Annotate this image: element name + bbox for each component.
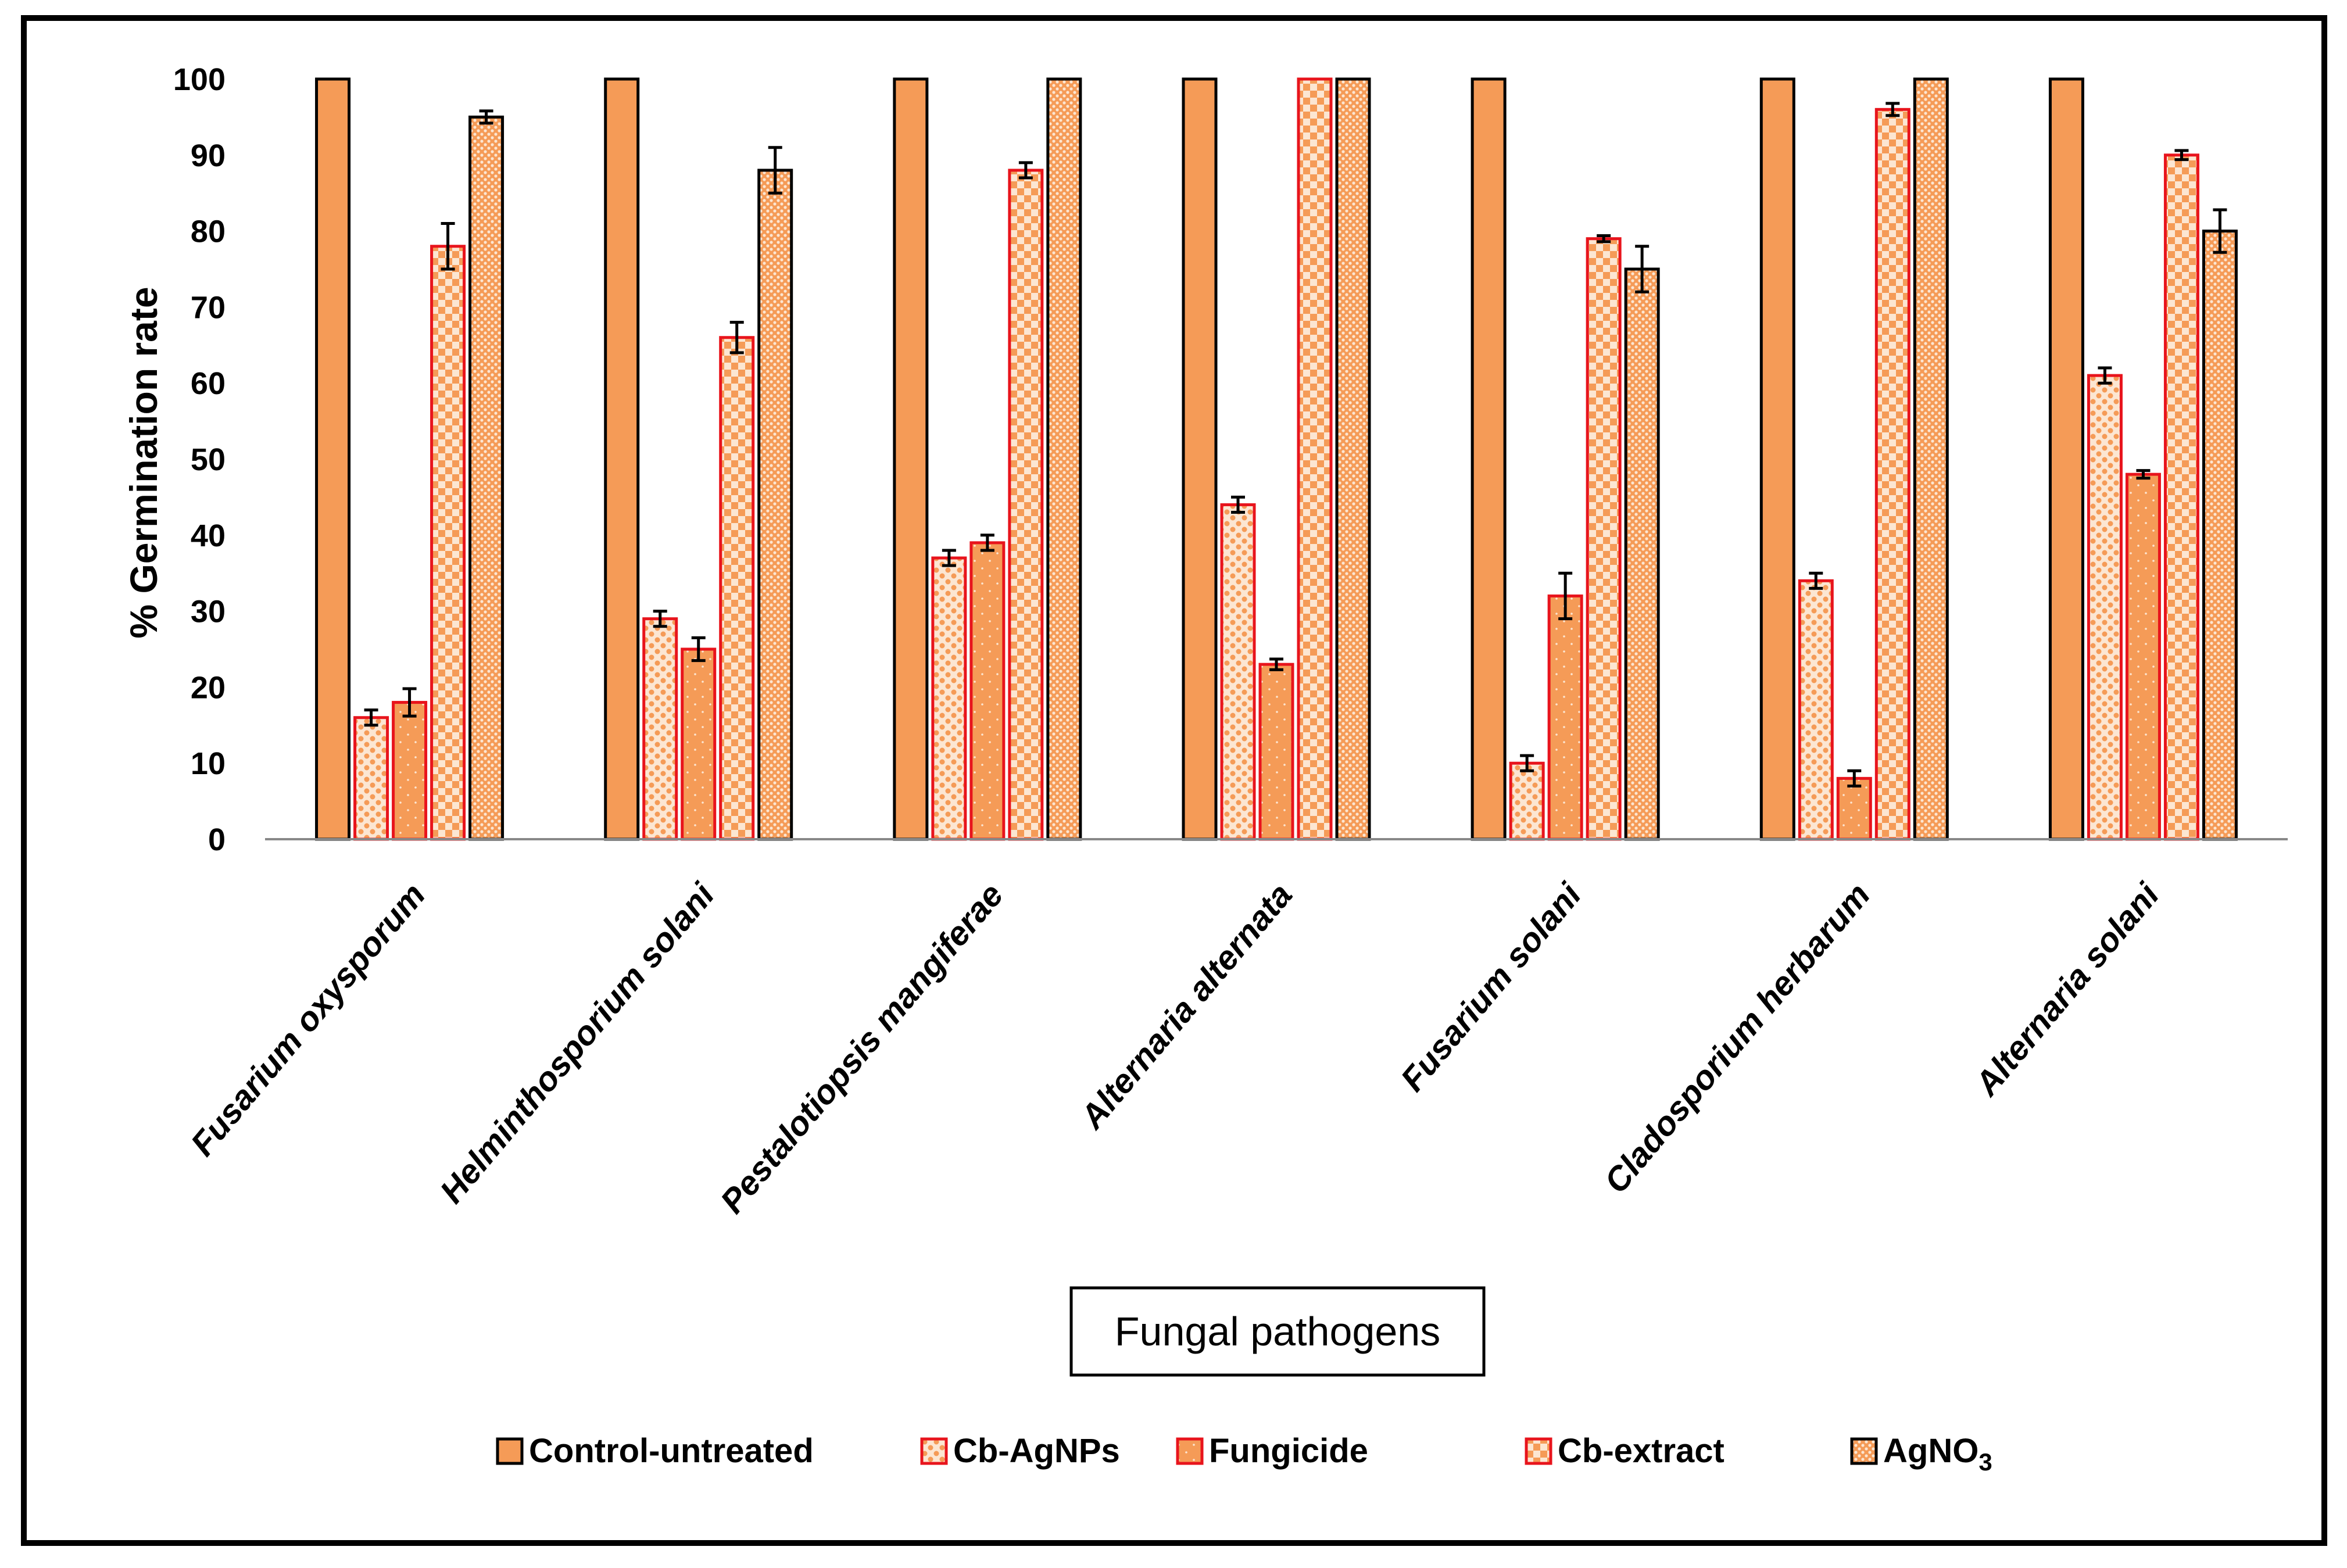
legend-item: Cb-AgNPs bbox=[920, 1432, 1120, 1470]
x-category-label: Helminthosporium solani bbox=[432, 875, 722, 1210]
bar bbox=[430, 245, 466, 841]
bar bbox=[1759, 77, 1795, 841]
y-tick-label: 30 bbox=[191, 595, 226, 629]
bar bbox=[1297, 77, 1333, 841]
legend-label: Control-untreated bbox=[529, 1432, 814, 1470]
y-tick-label: 10 bbox=[191, 746, 226, 781]
chart-frame: % Germination rate 0 10 20 30 40 50 60 70 80 90 10… bbox=[21, 15, 2327, 1546]
legend-swatch bbox=[496, 1437, 524, 1465]
bar bbox=[1335, 77, 1371, 841]
bar bbox=[1220, 503, 1256, 841]
bar bbox=[642, 617, 678, 841]
y-tick-label: 70 bbox=[191, 290, 226, 325]
error-bars bbox=[364, 102, 2227, 787]
bar bbox=[931, 556, 967, 841]
legend-swatch bbox=[920, 1437, 948, 1465]
y-tick-label: 90 bbox=[191, 138, 226, 173]
legend-item: Fungicide bbox=[1176, 1432, 1368, 1470]
x-category-label: Cladosporium herbarum bbox=[1597, 876, 1878, 1201]
bar bbox=[1008, 169, 1044, 841]
y-tick-label: 0 bbox=[208, 822, 226, 857]
bar bbox=[1913, 77, 1949, 841]
bar bbox=[969, 541, 1006, 841]
bar bbox=[1798, 579, 1834, 841]
bars bbox=[315, 77, 2238, 841]
bar bbox=[1624, 267, 1660, 841]
bar bbox=[757, 169, 793, 841]
bar bbox=[2202, 230, 2238, 841]
x-category-label: Alternaria solani bbox=[1967, 875, 2167, 1104]
bar bbox=[2125, 472, 2161, 841]
legend-label: Cb-extract bbox=[1558, 1432, 1725, 1470]
y-axis-title: % Germination rate bbox=[122, 287, 165, 638]
y-tick-label: 40 bbox=[191, 518, 226, 553]
bar bbox=[1258, 663, 1294, 841]
y-tick-label: 100 bbox=[173, 62, 226, 97]
bar bbox=[719, 336, 755, 841]
bar bbox=[604, 77, 640, 841]
y-tick-label: 20 bbox=[191, 670, 226, 705]
bar bbox=[1182, 77, 1218, 841]
bar bbox=[1509, 761, 1545, 841]
x-category-label: Pestalotiopsis mangiferae bbox=[713, 876, 1011, 1220]
legend-label: Cb-AgNPs bbox=[953, 1432, 1120, 1470]
bar bbox=[1586, 237, 1622, 841]
x-axis-title-box bbox=[1069, 1286, 1486, 1377]
legend-item: Cb-extract bbox=[1525, 1432, 1725, 1470]
bar bbox=[1836, 776, 1872, 841]
legend: Control-untreated Cb-AgNPs Fungicide Cb-ext… bbox=[496, 1432, 1992, 1476]
bar bbox=[681, 647, 717, 841]
x-category-label: Alternaria alternata bbox=[1072, 876, 1300, 1137]
bar bbox=[893, 77, 929, 841]
x-category-label: Fusarium solani bbox=[1393, 875, 1589, 1098]
bar bbox=[2087, 374, 2123, 841]
x-category-label: Fusarium oxysporum bbox=[184, 876, 433, 1164]
y-tick-label: 60 bbox=[191, 366, 226, 401]
y-tick-label: 80 bbox=[191, 214, 226, 249]
bar bbox=[1046, 77, 1082, 841]
y-axis-ticks: 0 10 20 30 40 50 60 70 80 90 100 bbox=[173, 62, 226, 857]
bar bbox=[1547, 594, 1583, 841]
legend-swatch bbox=[1525, 1437, 1552, 1465]
x-axis-title: Fungal pathogens bbox=[1115, 1309, 1440, 1354]
bar bbox=[2163, 153, 2199, 841]
legend-swatch bbox=[1850, 1437, 1878, 1465]
x-axis-categories: Fusarium oxysporum Helminthosporium solan… bbox=[184, 875, 2167, 1220]
bar bbox=[353, 716, 389, 841]
bar bbox=[2048, 77, 2084, 841]
bar bbox=[468, 115, 505, 841]
bar bbox=[1471, 77, 1507, 841]
legend-item: AgNO3 bbox=[1850, 1432, 1992, 1476]
legend-swatch bbox=[1176, 1437, 1204, 1465]
bar bbox=[1874, 108, 1910, 841]
legend-label: Fungicide bbox=[1209, 1432, 1368, 1470]
y-tick-label: 50 bbox=[191, 442, 226, 477]
legend-label: AgNO3 bbox=[1883, 1432, 1992, 1476]
bar-chart: % Germination rate 0 10 20 30 40 50 60 70 80 90 10… bbox=[122, 62, 2288, 1476]
bar bbox=[392, 701, 428, 841]
legend-item: Control-untreated bbox=[496, 1432, 814, 1470]
bar bbox=[315, 77, 351, 841]
